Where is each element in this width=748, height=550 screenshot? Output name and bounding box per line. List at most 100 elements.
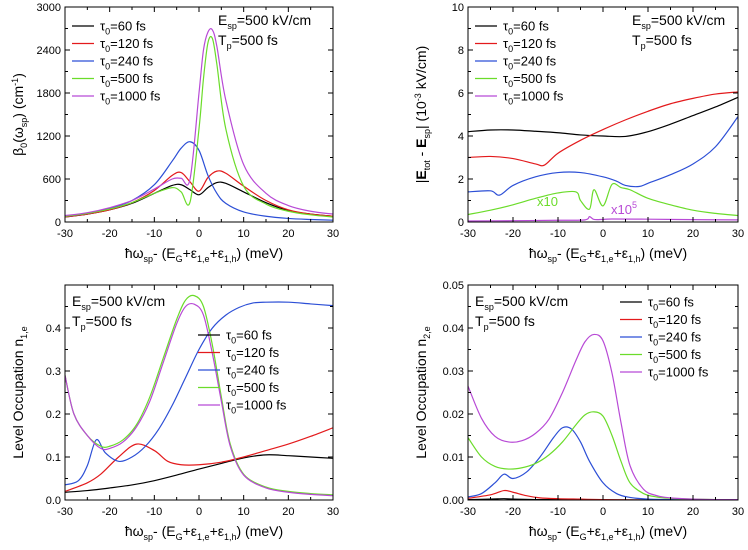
scale-annotation: x10 [537, 194, 558, 209]
x-tick-label: 10 [238, 506, 250, 518]
legend-label: τ0=500 fs [648, 347, 702, 365]
legend-label: τ0=1000 fs [648, 365, 709, 383]
x-tick-label: 0 [196, 506, 202, 518]
condition-field: Esp=500 kV/cm [218, 12, 311, 31]
x-tick-label: -10 [550, 228, 566, 240]
y-tick-label: 0.03 [443, 366, 464, 378]
legend-label: τ0=60 fs [226, 328, 272, 346]
series-line-1 [65, 454, 333, 493]
series-line-5 [65, 302, 333, 497]
y-tick-label: 0.05 [443, 280, 464, 292]
x-tick-label: 0 [600, 228, 606, 240]
x-tick-label: -30 [57, 506, 73, 518]
x-tick-label: 10 [642, 506, 654, 518]
y-tick-label: 0.2 [46, 409, 61, 421]
x-tick-label: 0 [600, 506, 606, 518]
y-tick-label: 4 [458, 131, 464, 143]
legend-label: τ0=1000 fs [226, 398, 287, 416]
x-tick-label: 20 [687, 506, 699, 518]
x-tick-label: -30 [460, 506, 476, 518]
condition-pulse: Tp=500 fs [218, 32, 278, 51]
legend-label: τ0=1000 fs [503, 89, 564, 107]
condition-field: Esp=500 kV/cm [475, 293, 568, 312]
series-line-5 [65, 28, 333, 217]
y-tick-label: 0.4 [46, 323, 61, 335]
condition-field: Esp=500 kV/cm [72, 293, 165, 312]
panel-top-left: -30 -20 -10 0 10 20 30 0 600 1200 1800 2400 3000 β0(ω… [10, 2, 339, 264]
y-tick-label: 0.3 [46, 366, 61, 378]
series-line-4 [65, 294, 333, 496]
y-tick-label: 0.04 [443, 323, 464, 335]
x-tick-label: -20 [102, 506, 118, 518]
x-axis-label: ħωsp- (EG+ε1,e+ε1,h) (meV) [529, 245, 687, 264]
condition-pulse: Tp=500 fs [475, 313, 535, 332]
series-line-4 [468, 182, 738, 217]
y-tick-label: 0 [55, 217, 61, 229]
legend-label: τ0=240 fs [648, 330, 702, 348]
condition-field: Esp=500 kV/cm [632, 12, 725, 31]
y-tick-label: 0.1 [46, 452, 61, 464]
x-tick-label: 0 [196, 228, 202, 240]
series-line-2 [468, 91, 738, 167]
series-line-3 [65, 301, 333, 486]
x-tick-label: -20 [505, 506, 521, 518]
scale-annotation: x105 [611, 200, 637, 217]
legend-label: τ0=240 fs [100, 54, 154, 72]
series-line-1 [468, 96, 738, 138]
x-tick-label: -20 [505, 228, 521, 240]
plot-frame [64, 6, 334, 223]
y-tick-label: 1200 [37, 131, 61, 143]
x-tick-label: -20 [102, 228, 118, 240]
y-tick-label: 8 [458, 45, 464, 57]
panel-bottom-left: -30 -20 -10 0 10 20 30 0.0 0.1 0.2 0.3 0.4 Level Occ… [10, 284, 339, 542]
y-tick-label: 0.01 [443, 452, 464, 464]
x-tick-label: 20 [282, 228, 294, 240]
series-group [65, 28, 333, 221]
x-tick-label: 30 [732, 506, 744, 518]
x-tick-label: -30 [460, 228, 476, 240]
series-group [65, 294, 333, 497]
legend-label: τ0=500 fs [100, 71, 154, 89]
legend-label: τ0=500 fs [503, 71, 557, 89]
x-axis-label: ħωsp- (EG+ε1,e+ε1,h) (meV) [125, 245, 283, 264]
y-axis-label: Level Occupation n1,e [10, 326, 29, 458]
y-tick-label: 6 [458, 88, 464, 100]
x-tick-label: 20 [282, 506, 294, 518]
legend-label: τ0=120 fs [100, 36, 154, 54]
y-axis-label: |Etot - Esp| (10-3 kV/cm) [413, 46, 432, 184]
x-tick-label: 30 [732, 228, 744, 240]
legend-label: τ0=1000 fs [100, 89, 161, 107]
series-line-3 [468, 426, 738, 500]
series-line-2 [65, 427, 333, 492]
panel-top-right: -30 -20 -10 0 10 20 30 0 2 4 6 8 10 |Etot - Esp| (10-… [413, 2, 744, 264]
series-group [468, 91, 738, 222]
y-tick-label: 1800 [37, 88, 61, 100]
legend-label: τ0=60 fs [100, 19, 146, 37]
legend-label: τ0=120 fs [648, 312, 702, 330]
x-tick-label: -10 [550, 506, 566, 518]
legend-label: τ0=60 fs [503, 19, 549, 37]
legend-label: τ0=120 fs [503, 36, 557, 54]
y-tick-label: 0.02 [443, 409, 464, 421]
series-line-5 [468, 216, 738, 222]
legend-label: τ0=240 fs [226, 363, 280, 381]
y-tick-label: 0.0 [46, 495, 61, 507]
legend-label: τ0=60 fs [648, 295, 694, 313]
y-tick-label: 2400 [37, 45, 61, 57]
series-line-2 [468, 489, 738, 500]
series-line-3 [468, 116, 738, 196]
series-line-4 [65, 35, 333, 218]
y-tick-label: 600 [43, 174, 61, 186]
legend-label: τ0=120 fs [226, 345, 280, 363]
x-tick-label: 20 [687, 228, 699, 240]
x-tick-label: 30 [327, 506, 339, 518]
legend-label: τ0=240 fs [503, 54, 557, 72]
series-line-4 [468, 411, 738, 500]
y-tick-label: 0.00 [443, 495, 464, 507]
condition-pulse: Tp=500 fs [632, 32, 692, 51]
condition-pulse: Tp=500 fs [72, 313, 132, 332]
